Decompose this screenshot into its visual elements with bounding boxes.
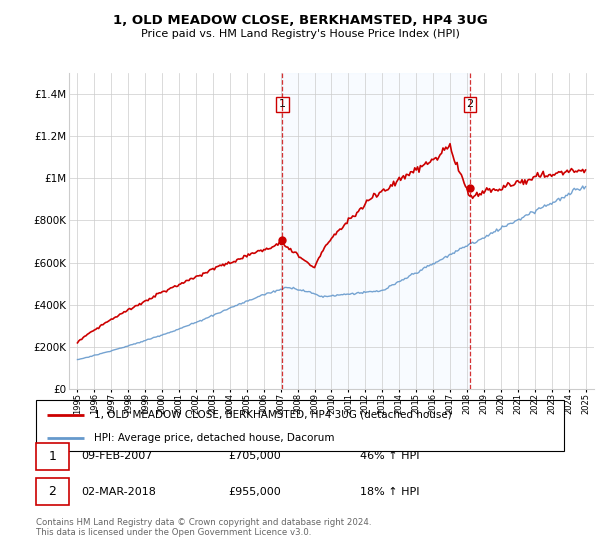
Text: Contains HM Land Registry data © Crown copyright and database right 2024.
This d: Contains HM Land Registry data © Crown c…	[36, 518, 371, 538]
Text: HPI: Average price, detached house, Dacorum: HPI: Average price, detached house, Daco…	[94, 433, 335, 443]
Text: 1, OLD MEADOW CLOSE, BERKHAMSTED, HP4 3UG (detached house): 1, OLD MEADOW CLOSE, BERKHAMSTED, HP4 3U…	[94, 409, 452, 419]
Text: 1: 1	[279, 100, 286, 109]
Text: 09-FEB-2007: 09-FEB-2007	[81, 451, 152, 461]
Text: 1, OLD MEADOW CLOSE, BERKHAMSTED, HP4 3UG: 1, OLD MEADOW CLOSE, BERKHAMSTED, HP4 3U…	[113, 14, 487, 27]
Text: 2: 2	[49, 485, 56, 498]
Text: 02-MAR-2018: 02-MAR-2018	[81, 487, 156, 497]
Text: 46% ↑ HPI: 46% ↑ HPI	[360, 451, 419, 461]
Text: 18% ↑ HPI: 18% ↑ HPI	[360, 487, 419, 497]
Text: £955,000: £955,000	[228, 487, 281, 497]
Text: 1: 1	[49, 450, 56, 463]
Text: £705,000: £705,000	[228, 451, 281, 461]
Text: Price paid vs. HM Land Registry's House Price Index (HPI): Price paid vs. HM Land Registry's House …	[140, 29, 460, 39]
Bar	[283, 73, 470, 389]
Text: 2: 2	[466, 100, 473, 109]
